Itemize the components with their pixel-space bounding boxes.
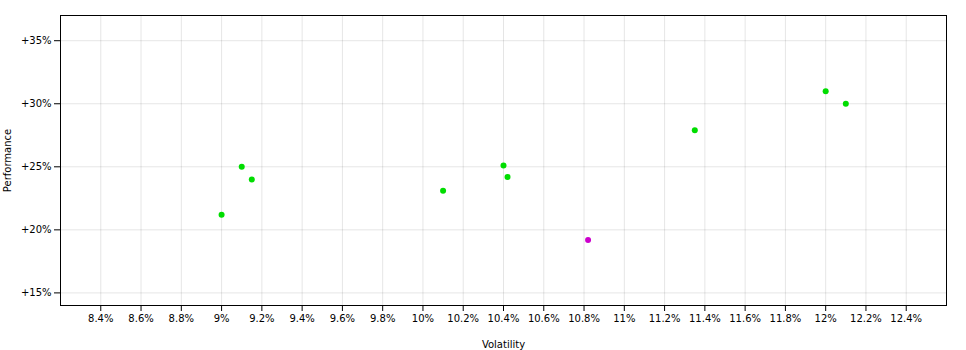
svg-text:10.2%: 10.2% [447, 313, 479, 324]
svg-text:11%: 11% [613, 313, 635, 324]
svg-text:9%: 9% [214, 313, 230, 324]
svg-text:+35%: +35% [21, 35, 52, 46]
svg-text:9.2%: 9.2% [249, 313, 274, 324]
svg-text:10.4%: 10.4% [488, 313, 520, 324]
svg-text:12%: 12% [815, 313, 837, 324]
svg-text:9.6%: 9.6% [330, 313, 355, 324]
svg-text:+25%: +25% [21, 161, 52, 172]
svg-text:10%: 10% [412, 313, 434, 324]
svg-text:12.2%: 12.2% [850, 313, 882, 324]
svg-text:11.4%: 11.4% [689, 313, 721, 324]
svg-text:8.6%: 8.6% [128, 313, 153, 324]
svg-text:11.6%: 11.6% [729, 313, 761, 324]
svg-text:11.8%: 11.8% [770, 313, 802, 324]
svg-text:9.8%: 9.8% [370, 313, 395, 324]
svg-text:+15%: +15% [21, 287, 52, 298]
svg-text:9.4%: 9.4% [289, 313, 314, 324]
svg-text:Volatility: Volatility [482, 339, 525, 350]
svg-text:Performance: Performance [2, 129, 13, 192]
svg-text:12.4%: 12.4% [890, 313, 922, 324]
svg-text:10.6%: 10.6% [528, 313, 560, 324]
svg-text:8.4%: 8.4% [88, 313, 113, 324]
svg-text:10.8%: 10.8% [568, 313, 600, 324]
svg-text:8.8%: 8.8% [169, 313, 194, 324]
svg-text:+30%: +30% [21, 98, 52, 109]
svg-text:+20%: +20% [21, 224, 52, 235]
svg-text:11.2%: 11.2% [649, 313, 681, 324]
